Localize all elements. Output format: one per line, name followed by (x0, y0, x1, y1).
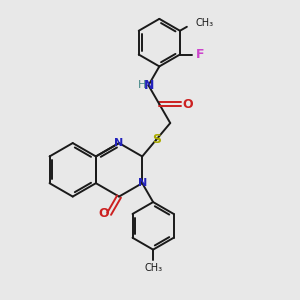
Text: S: S (152, 133, 161, 146)
Text: CH₃: CH₃ (196, 18, 214, 28)
Text: N: N (114, 138, 124, 148)
Text: F: F (196, 48, 204, 61)
Text: CH₃: CH₃ (144, 263, 162, 273)
Text: N: N (144, 79, 154, 92)
Text: O: O (183, 98, 194, 111)
Text: N: N (138, 178, 147, 188)
Text: O: O (98, 207, 109, 220)
Text: H: H (138, 80, 147, 90)
